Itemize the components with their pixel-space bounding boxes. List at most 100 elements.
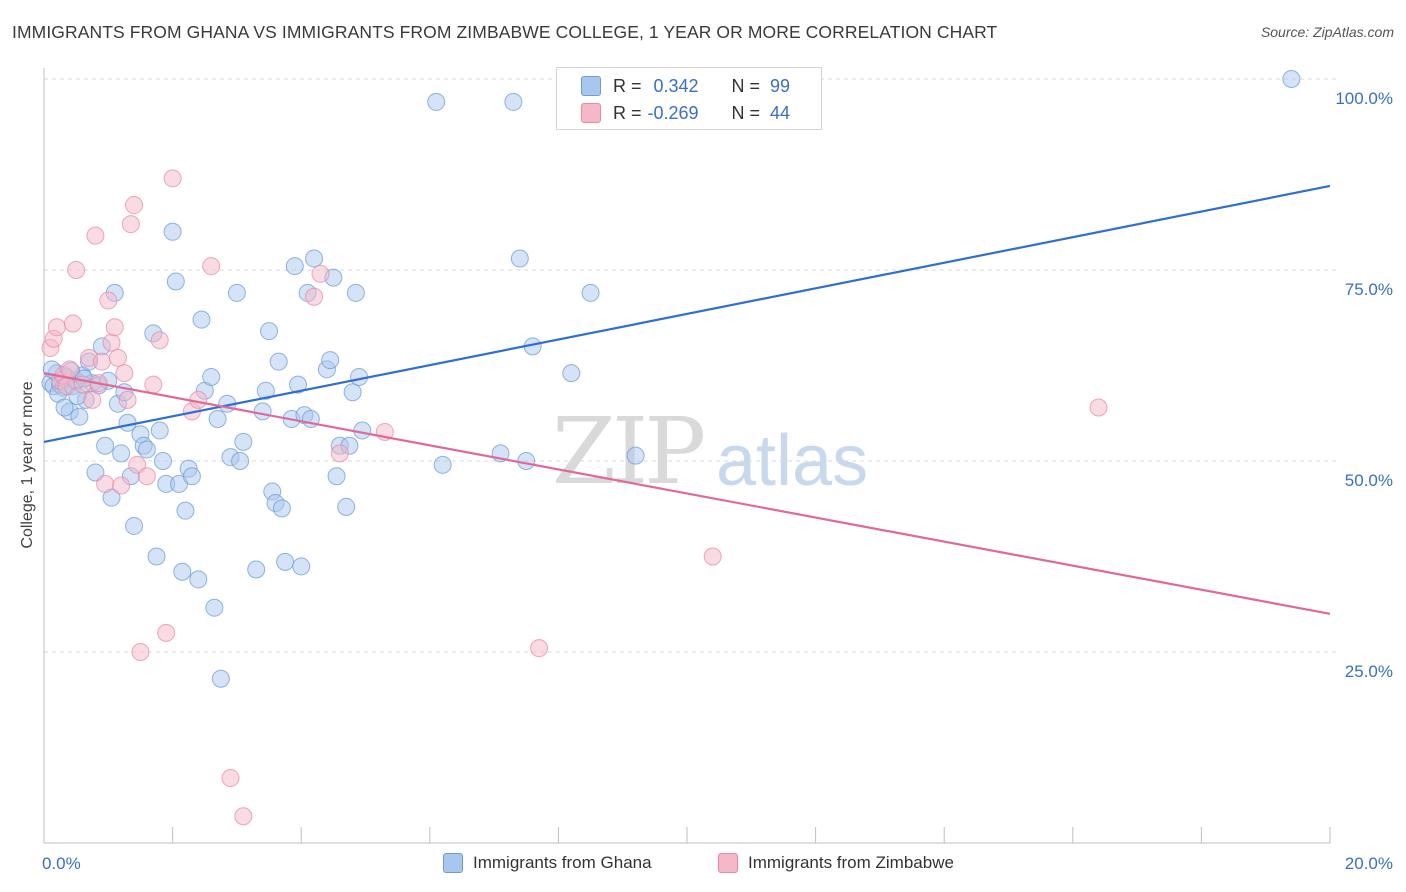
zimbabwe-point [157, 623, 176, 642]
stats-row-zimbabwe: R = -0.269 N = 44 [581, 101, 790, 125]
zimbabwe-point [102, 333, 121, 352]
zimbabwe-point [105, 318, 124, 337]
ghana-point [562, 364, 581, 383]
zimbabwe-point [60, 360, 79, 379]
legend-ghana-swatch [443, 853, 463, 873]
ghana-point [166, 272, 185, 291]
ghana-point [70, 407, 89, 426]
ghana-point [247, 560, 266, 579]
zimbabwe-point [63, 314, 82, 333]
zimbabwe-r-label: R = [613, 102, 642, 123]
ghana-point [189, 570, 208, 589]
ghana-point [353, 421, 372, 440]
zimbabwe-point [311, 264, 330, 283]
ghana-point [504, 92, 523, 111]
x-tick-label: 20.0% [1345, 854, 1393, 873]
legend-item-zimbabwe[interactable]: Immigrants from Zimbabwe [718, 853, 954, 873]
legend-ghana-label: Immigrants from Ghana [473, 853, 652, 872]
zimbabwe-point [234, 807, 253, 826]
ghana-point [343, 383, 362, 402]
ghana-point [112, 444, 131, 463]
zimbabwe-point [83, 390, 102, 409]
ghana-point [510, 249, 529, 268]
zimbabwe-point [92, 352, 111, 371]
bottom-legend: Immigrants from Ghana Immigrants from Zi… [0, 851, 1406, 879]
zimbabwe-point [118, 390, 137, 409]
zimbabwe-trendline [43, 372, 1331, 615]
legend-zimbabwe-swatch [718, 853, 738, 873]
ghana-point [1282, 70, 1301, 88]
ghana-point [153, 452, 172, 470]
zimbabwe-point [221, 769, 240, 788]
ghana-point [137, 440, 156, 459]
zimbabwe-point [305, 287, 324, 306]
zimbabwe-swatch [581, 103, 601, 123]
zimbabwe-point [330, 444, 349, 463]
ghana-n-value: 99 [770, 75, 791, 96]
zimbabwe-point [128, 455, 147, 474]
zimbabwe-n-label: N = [731, 102, 761, 123]
zimbabwe-point [1089, 398, 1108, 417]
ghana-point [288, 375, 307, 394]
legend-zimbabwe-label: Immigrants from Zimbabwe [748, 853, 954, 872]
ghana-r-value: 0.342 [653, 75, 699, 96]
ghana-point [176, 501, 195, 520]
zimbabwe-point [99, 291, 118, 310]
y-tick-label: 75.0% [1345, 280, 1393, 299]
zimbabwe-point [163, 169, 182, 188]
zimbabwe-point [150, 331, 169, 350]
zimbabwe-point [67, 261, 86, 279]
ghana-point [208, 409, 227, 428]
ghana-r-label: R = [613, 75, 642, 96]
ghana-point [227, 283, 246, 302]
source-label: Source: ZipAtlas.com [1260, 24, 1394, 40]
ghana-point [147, 547, 166, 566]
ghana-n-label: N = [731, 75, 761, 96]
ghana-point [173, 562, 192, 581]
ghana-point [305, 249, 324, 268]
ghana-point [205, 598, 224, 617]
ghana-point [182, 467, 201, 486]
chart-title: IMMIGRANTS FROM GHANA VS IMMIGRANTS FROM… [12, 22, 998, 42]
zimbabwe-point [121, 215, 140, 234]
y-tick-label: 50.0% [1345, 471, 1393, 490]
zimbabwe-point [112, 476, 131, 495]
ghana-point [211, 669, 230, 688]
ghana-point [276, 552, 295, 571]
ghana-point [346, 283, 365, 302]
ghana-point [192, 310, 211, 329]
zimbabwe-point [47, 318, 66, 337]
zimbabwe-point [57, 377, 76, 396]
ghana-point [231, 452, 250, 470]
ghana-point [327, 467, 346, 486]
ghana-point [260, 322, 279, 341]
ghana-point [321, 351, 340, 370]
y-tick-label: 100.0% [1335, 89, 1393, 108]
ghana-point [269, 352, 288, 371]
zimbabwe-r-value: -0.269 [647, 102, 699, 123]
ghana-point [292, 557, 311, 576]
zimbabwe-n-value: 44 [770, 102, 791, 123]
stats-row-ghana: R = 0.342 N = 99 [581, 74, 790, 98]
ghana-point [202, 367, 221, 386]
zimbabwe-point [86, 226, 105, 245]
ghana-swatch [581, 76, 601, 96]
zimbabwe-point [131, 643, 150, 661]
ghana-point [272, 499, 291, 518]
ghana-point [256, 381, 275, 400]
zimbabwe-point [530, 639, 549, 658]
zimbabwe-point [125, 196, 144, 215]
ghana-point [626, 446, 645, 465]
ghana-point [234, 432, 253, 451]
zimbabwe-point [144, 375, 163, 394]
legend-item-ghana[interactable]: Immigrants from Ghana [443, 853, 652, 873]
ghana-point [517, 452, 536, 470]
x-tick-label: 0.0% [42, 854, 81, 873]
ghana-point [427, 92, 446, 111]
ghana-point [581, 283, 600, 302]
zimbabwe-point [137, 467, 156, 486]
y-tick-label: 25.0% [1345, 662, 1393, 681]
ghana-point [433, 455, 452, 474]
zimbabwe-point [115, 364, 134, 383]
